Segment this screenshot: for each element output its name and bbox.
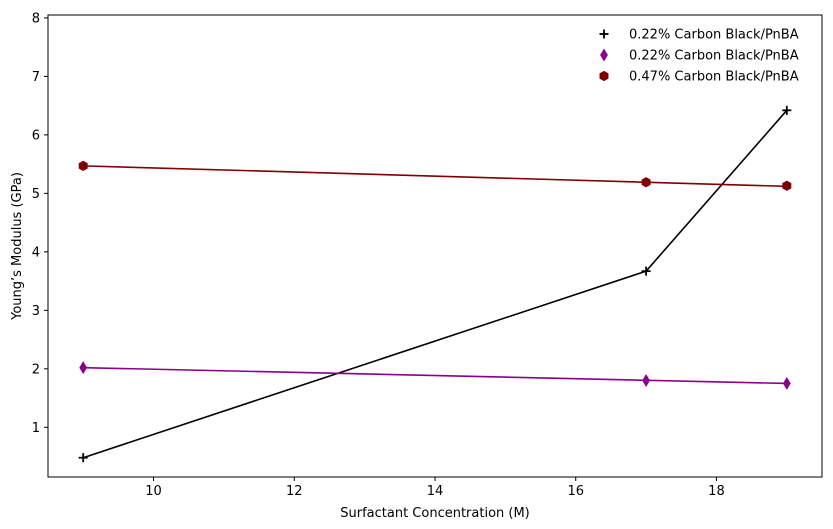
data-point xyxy=(78,453,88,463)
legend-label: 0.22% Carbon Black/PnBA xyxy=(629,49,799,64)
series-1 xyxy=(78,105,792,463)
x-axis: 10 12 14 16 18 xyxy=(145,477,725,499)
data-point xyxy=(782,376,791,390)
series-layer xyxy=(78,105,792,463)
y-tick-label: 1 xyxy=(32,421,40,436)
x-axis-title: Surfactant Concentration (M) xyxy=(340,506,530,521)
data-point xyxy=(78,160,88,172)
x-tick-label: 18 xyxy=(708,484,725,499)
x-tick-label: 10 xyxy=(145,484,162,499)
data-point xyxy=(79,361,88,375)
series-3-line xyxy=(83,165,787,188)
data-point xyxy=(642,374,650,387)
x-tick-label: 14 xyxy=(427,484,444,499)
legend-item: 0.22% Carbon Black/PnBA xyxy=(600,48,799,64)
x-tick-label: 12 xyxy=(286,484,303,499)
y-tick-label: 2 xyxy=(32,362,40,377)
legend-marker xyxy=(599,29,609,39)
data-point xyxy=(782,180,792,191)
legend-item: 0.47% Carbon Black/PnBA xyxy=(599,70,799,85)
data-point xyxy=(641,177,651,188)
legend-label: 0.22% Carbon Black/PnBA xyxy=(629,28,799,43)
y-tick-label: 4 xyxy=(32,245,40,260)
data-point xyxy=(641,266,651,276)
series-3 xyxy=(78,160,792,191)
y-tick-label: 7 xyxy=(32,70,40,85)
legend-item: 0.22% Carbon Black/PnBA xyxy=(599,28,799,43)
legend-marker xyxy=(599,70,609,82)
y-tick-label: 3 xyxy=(32,304,40,319)
y-tick-label: 8 xyxy=(32,11,40,26)
y-axis-title: Young’s Modulus (GPa) xyxy=(10,172,25,321)
legend-label: 0.47% Carbon Black/PnBA xyxy=(629,70,799,85)
data-point xyxy=(782,105,792,115)
x-tick-label: 16 xyxy=(567,484,584,499)
series-2 xyxy=(79,361,791,390)
plot-area xyxy=(48,15,822,477)
legend: 0.22% Carbon Black/PnBA 0.22% Carbon Blac… xyxy=(599,28,799,85)
y-tick-label: 5 xyxy=(32,187,40,202)
legend-marker xyxy=(600,48,608,62)
series-2-line xyxy=(83,366,787,385)
y-tick-label: 6 xyxy=(32,128,40,143)
y-axis: 1 2 3 4 5 6 7 8 xyxy=(32,11,48,436)
